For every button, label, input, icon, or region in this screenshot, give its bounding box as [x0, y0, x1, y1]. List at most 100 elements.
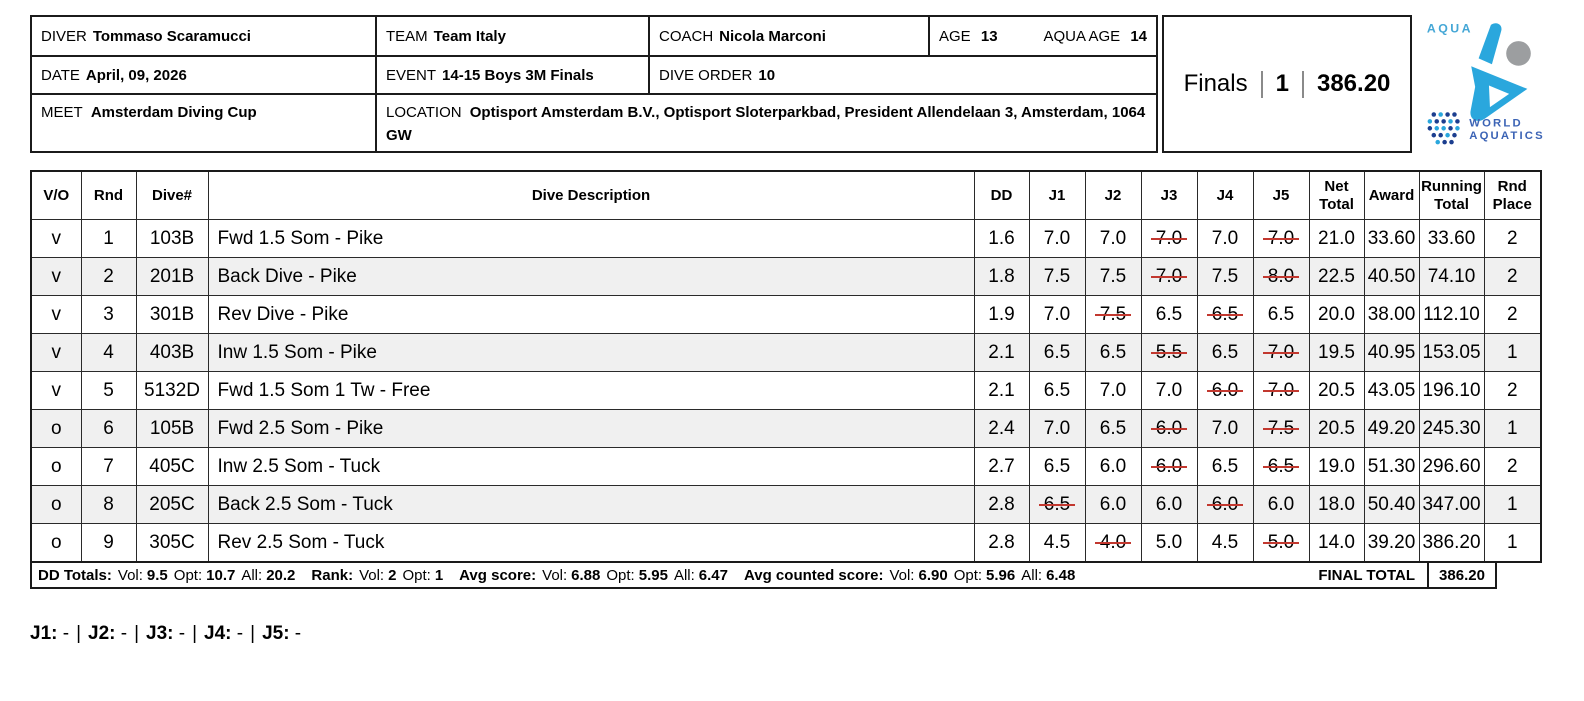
vo-cell: o	[30, 447, 82, 486]
judge-score: 4.5	[1043, 531, 1071, 553]
column-header: DD	[973, 170, 1030, 220]
stat-key: Opt:	[173, 566, 203, 584]
judge-score-cell-j1: 7.0	[1028, 409, 1086, 448]
world-aquatics-logo: AQUA WORLD AQUATICS	[1420, 15, 1552, 149]
dive-order-cell: DIVE ORDER 10	[650, 57, 1156, 93]
column-header: J3	[1140, 170, 1198, 220]
event-round: Finals	[1183, 70, 1248, 97]
age-cell: AGE 13 AQUA AGE 14	[930, 17, 1156, 55]
dive-order-label: DIVE ORDER	[659, 66, 753, 84]
judge-score: 7.0	[1211, 417, 1239, 439]
judge-score-cell-j1: 6.5	[1028, 485, 1086, 524]
stat-key: Vol:	[117, 566, 143, 584]
stat-key: Opt:	[402, 566, 431, 584]
dive-number-cell: 405C	[135, 447, 209, 486]
judge-score-cell-j5: 7.0	[1252, 333, 1310, 372]
location-label: LOCATION	[386, 104, 462, 121]
struck-judge-score: 6.0	[1150, 418, 1188, 440]
team-cell: TEAM Team Italy	[377, 17, 648, 55]
award-cell: 38.00	[1363, 295, 1420, 334]
judge-score-cell-j3: 6.0	[1140, 409, 1198, 448]
judge-score-cell-j4: 7.0	[1196, 219, 1254, 258]
judge-score-cell-j4: 6.0	[1196, 485, 1254, 524]
running-total-cell: 112.10	[1418, 295, 1485, 334]
judge-score-cell-j5: 6.5	[1252, 447, 1310, 486]
judge-score-cell-j4: 6.5	[1196, 295, 1254, 334]
judge-score-cell-j5: 6.0	[1252, 485, 1310, 524]
event-cell: EVENT 14-15 Boys 3M Finals	[377, 57, 648, 93]
judge-score: 7.0	[1099, 227, 1127, 249]
judge-name-value: -	[231, 623, 244, 644]
dive-description-cell: Back Dive - Pike	[207, 257, 975, 296]
judge-score-cell-j1: 7.0	[1028, 295, 1086, 334]
struck-judge-score: 5.0	[1262, 532, 1300, 554]
struck-judge-score: 7.0	[1150, 228, 1188, 250]
round-place-cell: 1	[1483, 485, 1542, 524]
final-total-label: FINAL TOTAL	[1318, 566, 1415, 584]
diver-info-table: DIVER Tommaso Scaramucci TEAM Team Italy…	[30, 15, 1158, 153]
date-label: DATE	[41, 66, 80, 84]
table-row: o 9 305C Rev 2.5 Som - Tuck 2.8 4.5 4.0 5.0 4.5 5…	[30, 523, 1542, 563]
award-cell: 43.05	[1363, 371, 1420, 410]
struck-judge-score: 4.0	[1094, 532, 1132, 554]
separator: |	[134, 623, 140, 644]
dots-flag-icon	[1427, 112, 1460, 145]
dive-number-cell: 301B	[135, 295, 209, 334]
dive-number-cell: 305C	[135, 523, 209, 563]
stat-value: 10.7	[206, 566, 236, 584]
meet-value: Amsterdam Diving Cup	[90, 104, 257, 121]
judge-score: 5.0	[1155, 531, 1183, 553]
vo-cell: v	[30, 257, 82, 296]
total-score: 386.20	[1316, 70, 1391, 97]
dive-description-cell: Fwd 1.5 Som 1 Tw - Free	[207, 371, 975, 410]
dive-description-cell: Back 2.5 Som - Tuck	[207, 485, 975, 524]
running-total-cell: 347.00	[1418, 485, 1485, 524]
stat-value: 5.95	[638, 566, 668, 584]
stat-key: Vol:	[542, 566, 568, 584]
judge-score: 6.5	[1267, 303, 1295, 325]
running-total-cell: 74.10	[1418, 257, 1485, 296]
vo-cell: o	[30, 485, 82, 524]
column-header: J5	[1252, 170, 1310, 220]
judge-score-cell-j2: 6.5	[1084, 333, 1142, 372]
column-header: J4	[1196, 170, 1254, 220]
stat-group: Avg score: Vol: 6.88 Opt: 5.95 All: 6.47	[459, 567, 728, 584]
aqua-age-group: AQUA AGE 14	[1043, 28, 1147, 45]
judge-score: 6.0	[1099, 455, 1127, 477]
judge-score-cell-j1: 7.5	[1028, 257, 1086, 296]
round-cell: 6	[80, 409, 137, 448]
running-total-cell: 33.60	[1418, 219, 1485, 258]
judge-score-cell-j1: 6.5	[1028, 447, 1086, 486]
dive-order-value: 10	[758, 66, 776, 84]
column-header: Net Total	[1308, 170, 1365, 220]
round-place-cell: 1	[1483, 409, 1542, 448]
stat-group-label: DD Totals:	[38, 566, 112, 584]
coach-label: COACH	[659, 27, 714, 45]
stat-value: 6.47	[698, 566, 728, 584]
judge-score: 6.5	[1211, 341, 1239, 363]
stat-group-label: Rank:	[311, 566, 354, 584]
dive-number-cell: 403B	[135, 333, 209, 372]
world-wordmark: WORLD	[1469, 117, 1523, 129]
rank-value: 1	[1275, 70, 1289, 97]
net-total-cell: 20.0	[1308, 295, 1365, 334]
stat-value: 2	[388, 566, 397, 584]
judge-score-cell-j3: 5.0	[1140, 523, 1198, 563]
award-cell: 33.60	[1363, 219, 1420, 258]
judge-score: 4.5	[1211, 531, 1239, 553]
judge-score: 6.0	[1155, 493, 1183, 515]
running-total-cell: 386.20	[1418, 523, 1485, 563]
judge-score-cell-j2: 7.5	[1084, 295, 1142, 334]
dive-number-cell: 103B	[135, 219, 209, 258]
age-group: AGE 13	[939, 28, 998, 45]
round-place-cell: 2	[1483, 447, 1542, 486]
divider	[1260, 70, 1263, 98]
stat-group-label: Avg counted score:	[743, 566, 884, 584]
event-value: 14-15 Boys 3M Finals	[442, 66, 594, 84]
judge-score: 6.5	[1043, 379, 1071, 401]
table-row: o 6 105B Fwd 2.5 Som - Pike 2.4 7.0 6.5 6.0 7.0 7…	[30, 409, 1542, 448]
award-cell: 51.30	[1363, 447, 1420, 486]
dd-cell: 1.6	[973, 219, 1030, 258]
judge-score: 7.0	[1043, 227, 1071, 249]
judge-score-cell-j5: 7.0	[1252, 371, 1310, 410]
